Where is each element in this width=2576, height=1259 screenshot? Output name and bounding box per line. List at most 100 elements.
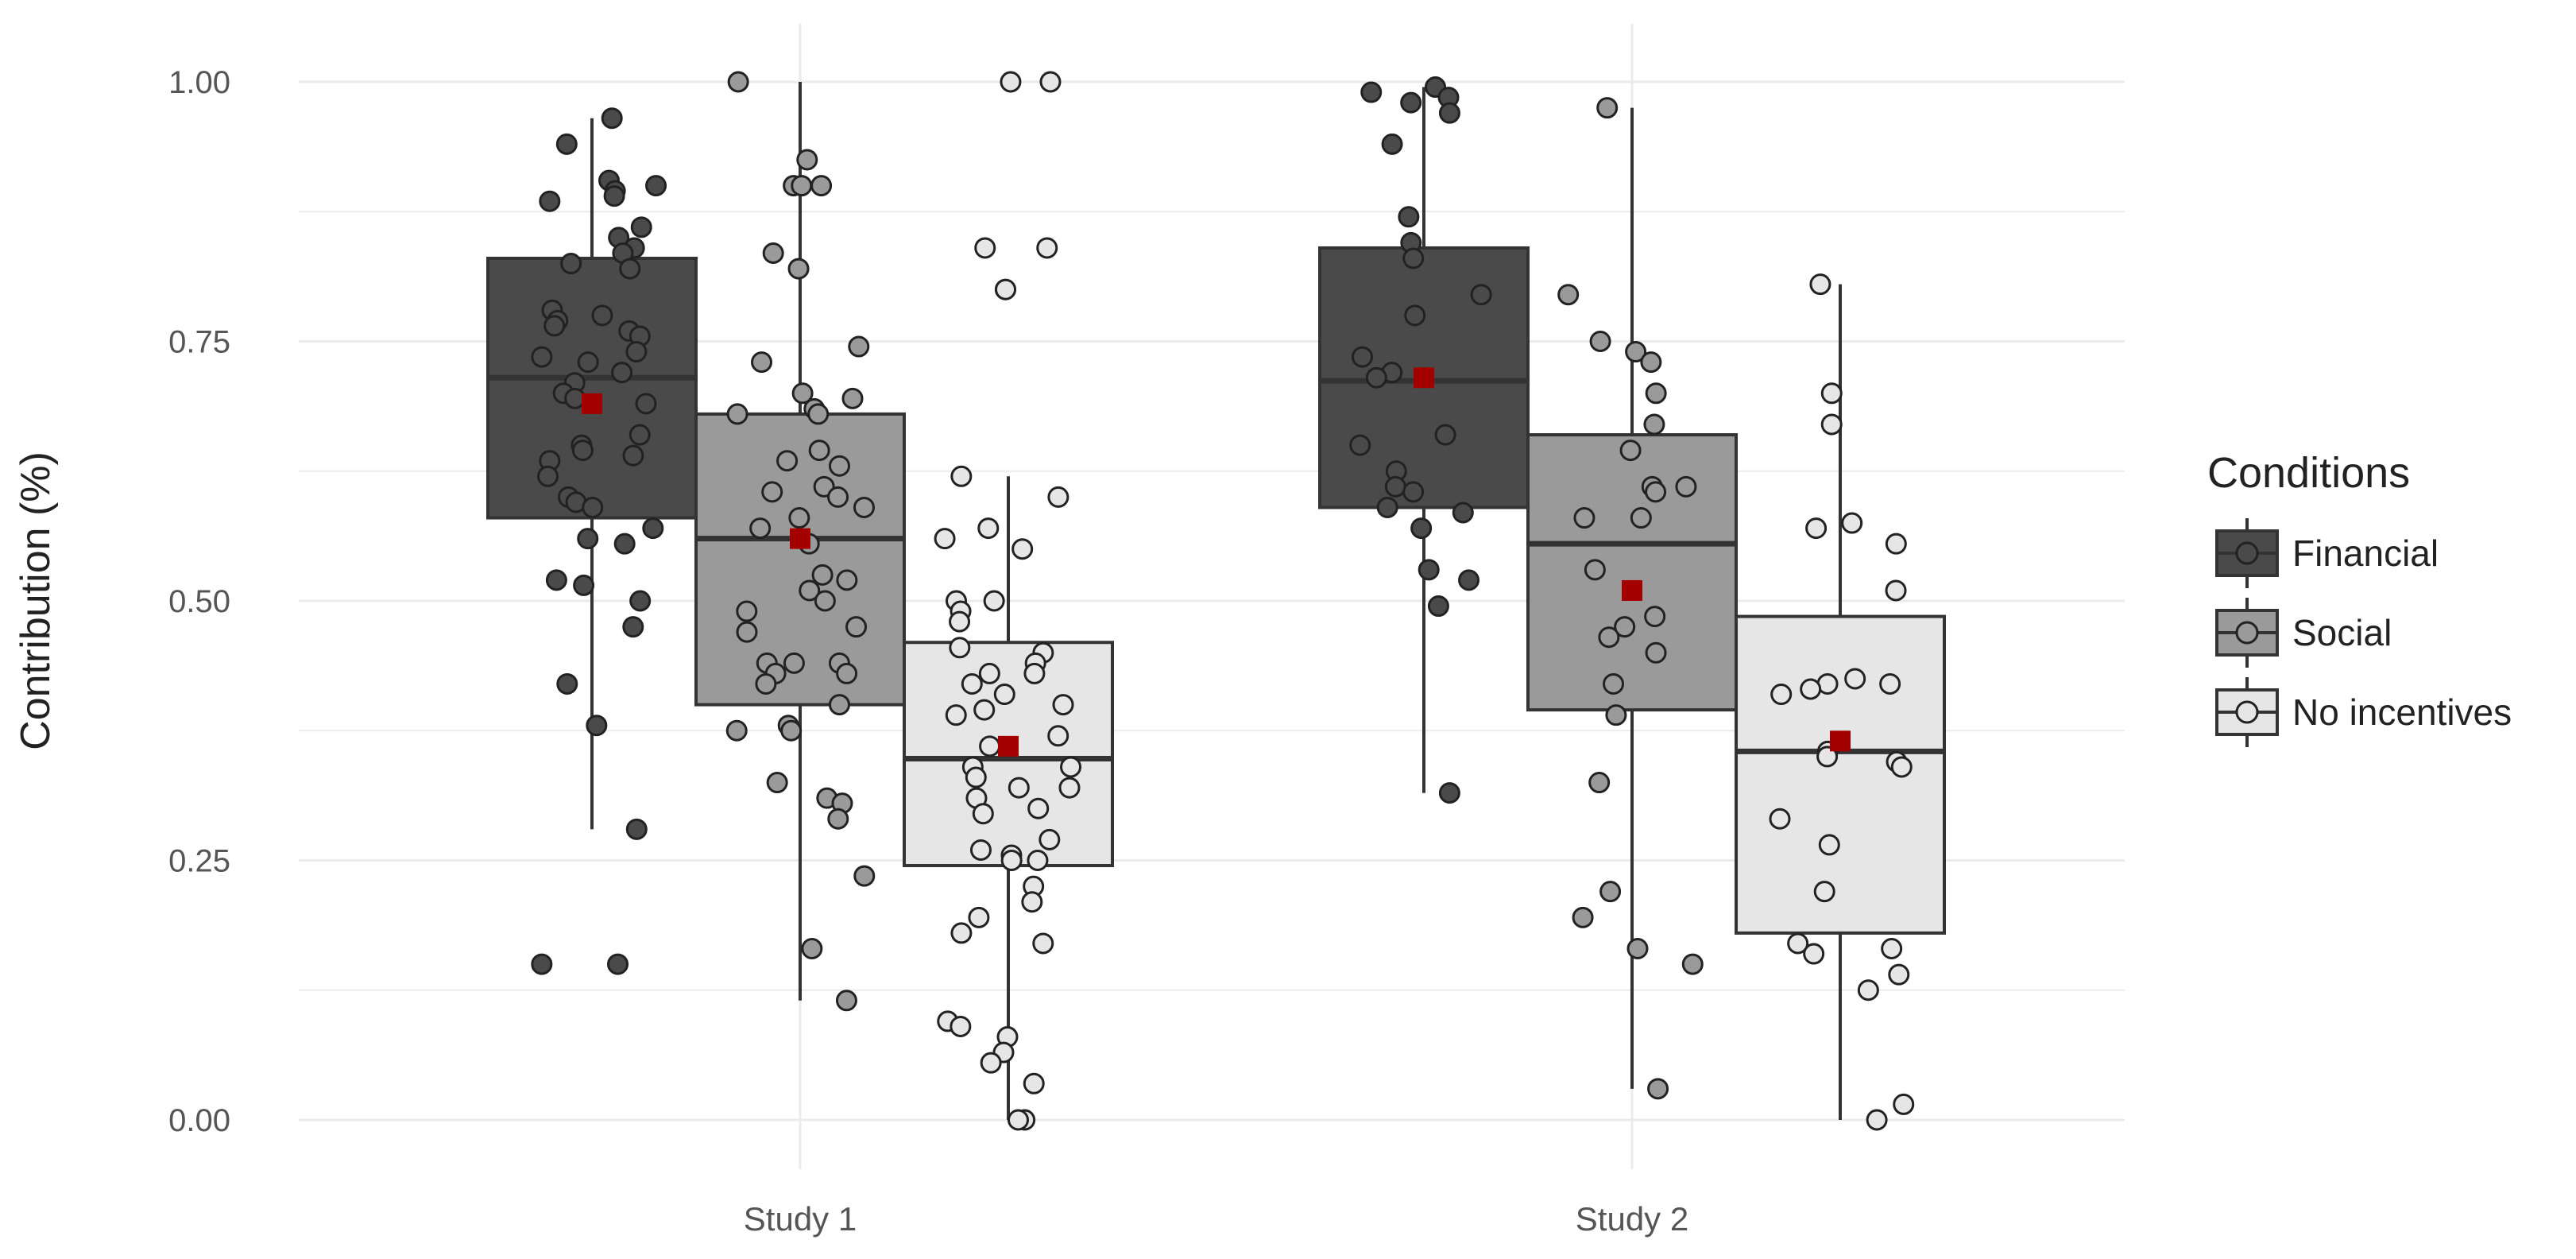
data-point bbox=[761, 481, 783, 503]
data-point bbox=[556, 672, 578, 695]
data-point bbox=[725, 719, 748, 742]
data-point bbox=[1376, 496, 1398, 518]
data-point bbox=[560, 253, 582, 275]
data-point bbox=[828, 455, 850, 477]
data-point bbox=[1809, 273, 1831, 296]
data-point bbox=[968, 906, 990, 928]
data-point bbox=[1027, 850, 1049, 871]
y-tick-label: 0.50 bbox=[168, 584, 230, 619]
data-point bbox=[1058, 777, 1081, 799]
data-point bbox=[1770, 684, 1793, 706]
data-point bbox=[1866, 1109, 1888, 1131]
data-point bbox=[979, 735, 1001, 757]
data-point bbox=[977, 517, 1000, 540]
data-point bbox=[1349, 434, 1371, 456]
data-point bbox=[762, 242, 784, 264]
data-point bbox=[1645, 382, 1667, 405]
legend: Conditions Financial Social No incentives bbox=[2207, 449, 2512, 747]
data-point bbox=[1803, 943, 1825, 965]
data-point bbox=[961, 672, 983, 695]
data-point bbox=[543, 315, 566, 337]
data-point bbox=[619, 258, 641, 280]
data-point bbox=[591, 304, 613, 327]
data-point bbox=[1885, 579, 1907, 602]
data-point bbox=[726, 403, 748, 425]
y-tick-label: 1.00 bbox=[168, 65, 230, 100]
data-point bbox=[1813, 881, 1835, 903]
data-point bbox=[972, 803, 994, 825]
data-point bbox=[791, 175, 813, 197]
data-point bbox=[1820, 413, 1843, 436]
data-point bbox=[974, 237, 996, 259]
data-point bbox=[1365, 366, 1387, 389]
data-point bbox=[629, 424, 651, 446]
data-point bbox=[1032, 932, 1054, 955]
data-point bbox=[1800, 678, 1822, 700]
data-point bbox=[736, 600, 758, 622]
data-point bbox=[973, 699, 996, 721]
data-point bbox=[603, 185, 625, 207]
data-point bbox=[796, 149, 818, 171]
data-point bbox=[808, 440, 830, 462]
mean-marker bbox=[582, 393, 602, 414]
data-point bbox=[531, 346, 553, 368]
data-point bbox=[836, 569, 858, 591]
grid-layer bbox=[299, 24, 2125, 1170]
data-point bbox=[783, 652, 805, 674]
data-point bbox=[1888, 963, 1910, 986]
data-point bbox=[635, 393, 657, 415]
data-point bbox=[1645, 641, 1667, 664]
data-point bbox=[1818, 834, 1840, 856]
data-point bbox=[577, 351, 599, 374]
data-point bbox=[780, 719, 803, 742]
data-point bbox=[983, 590, 1005, 612]
legend-key-point bbox=[2235, 621, 2259, 645]
data-point bbox=[613, 533, 636, 555]
data-point bbox=[853, 865, 876, 887]
data-point bbox=[1027, 797, 1050, 819]
data-point bbox=[1596, 97, 1619, 119]
data-point bbox=[810, 175, 833, 197]
data-point bbox=[1626, 938, 1649, 960]
data-point bbox=[848, 335, 870, 358]
data-point bbox=[1681, 953, 1704, 975]
data-point bbox=[1008, 1109, 1030, 1131]
data-point bbox=[1458, 569, 1480, 591]
data-point bbox=[1644, 606, 1666, 628]
y-axis-title: Contribution (%) bbox=[13, 451, 59, 750]
data-point bbox=[1351, 346, 1373, 368]
data-point bbox=[853, 496, 875, 518]
point-layer bbox=[531, 71, 1915, 1131]
data-point bbox=[980, 1052, 1002, 1074]
data-point bbox=[625, 341, 648, 363]
data-point bbox=[934, 528, 956, 550]
data-point bbox=[1787, 932, 1809, 955]
data-point bbox=[1427, 595, 1449, 618]
data-point bbox=[1036, 237, 1058, 259]
data-point bbox=[1573, 507, 1595, 529]
data-point bbox=[1047, 725, 1069, 747]
data-point bbox=[1039, 71, 1062, 93]
data-point bbox=[1588, 772, 1611, 794]
data-point bbox=[629, 590, 652, 612]
data-point bbox=[949, 637, 971, 659]
data-point bbox=[1404, 304, 1426, 327]
y-tick-label: 0.00 bbox=[168, 1103, 230, 1138]
data-point bbox=[564, 387, 586, 409]
data-point bbox=[1438, 782, 1460, 804]
data-point bbox=[1625, 341, 1647, 363]
mean-marker bbox=[1830, 730, 1851, 752]
data-point bbox=[1011, 538, 1034, 560]
data-point bbox=[835, 990, 857, 1012]
data-point bbox=[787, 258, 810, 280]
data-point bbox=[993, 684, 1015, 706]
legend-title: Conditions bbox=[2207, 449, 2410, 497]
data-point bbox=[827, 808, 849, 830]
data-point bbox=[1039, 828, 1061, 850]
legend-key-point bbox=[2235, 700, 2259, 724]
data-point bbox=[1879, 672, 1901, 695]
data-point bbox=[545, 569, 567, 591]
data-point bbox=[1470, 284, 1492, 306]
y-tick-label: 0.75 bbox=[168, 325, 230, 360]
data-point bbox=[1360, 81, 1383, 103]
